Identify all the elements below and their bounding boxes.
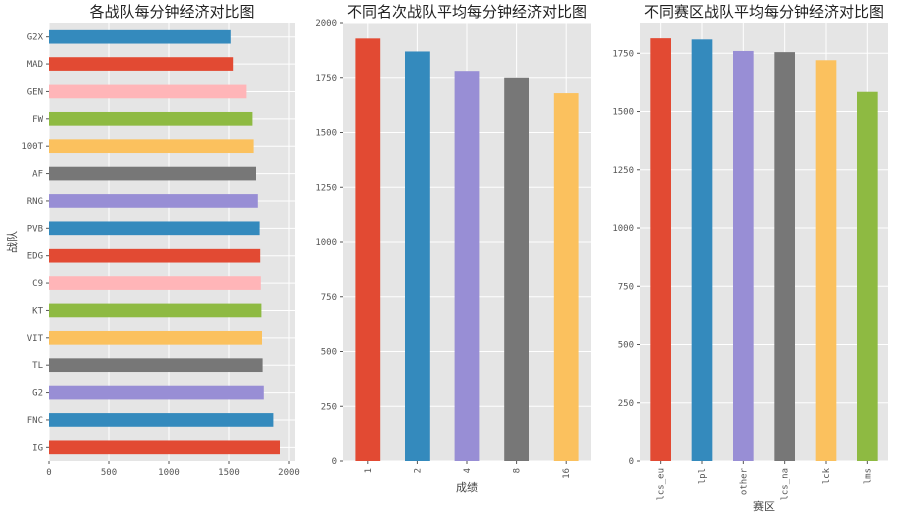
y-tick-label: KT — [32, 306, 43, 316]
chart-title: 各战队每分钟经济对比图 — [89, 3, 254, 21]
x-tick-label: 2000 — [278, 468, 300, 478]
y-tick-label: VIT — [27, 334, 44, 344]
y-tick-label: 1250 — [315, 183, 337, 193]
bar-AF — [49, 166, 256, 181]
bar-IG — [49, 440, 280, 455]
y-tick-label: 1750 — [315, 74, 337, 84]
y-tick-label: TL — [32, 361, 43, 371]
bar-C9 — [49, 276, 261, 290]
bar-2 — [405, 51, 430, 461]
y-tick-label: EDG — [27, 252, 43, 262]
x-tick-label: 4 — [463, 468, 473, 473]
y-tick-label: G2 — [32, 389, 43, 399]
bar-8 — [504, 77, 529, 461]
y-tick-label: 100T — [21, 142, 43, 152]
bar-lms — [857, 91, 878, 461]
x-tick-label: 0 — [46, 468, 51, 478]
y-tick-label: 750 — [321, 293, 337, 303]
bar-EDG — [49, 248, 261, 263]
y-tick-label: MAD — [27, 60, 43, 70]
x-tick-label: 1 — [364, 468, 374, 473]
bar-KT — [49, 303, 262, 318]
bar-lcs_na — [774, 52, 795, 461]
bar-G2X — [49, 29, 231, 44]
x-axis-label: 成绩 — [456, 481, 478, 494]
x-axis-label: 赛区 — [753, 499, 775, 513]
y-tick-label: 1500 — [315, 129, 337, 139]
bar-G2 — [49, 385, 264, 400]
y-tick-label: GEN — [27, 87, 43, 97]
y-tick-label: 1500 — [612, 108, 634, 118]
x-tick-label: 2 — [413, 468, 423, 473]
y-tick-label: 1000 — [315, 238, 337, 248]
chart-title: 不同赛区战队平均每分钟经济对比图 — [644, 3, 884, 21]
x-tick-label: lck — [822, 467, 832, 484]
x-tick-label: lms — [863, 468, 873, 484]
x-tick-label: other — [739, 467, 749, 495]
x-tick-label: 1000 — [158, 468, 180, 478]
y-axis-label: 战队 — [5, 231, 19, 253]
y-tick-label: 0 — [629, 457, 634, 467]
bar-RNG — [49, 194, 258, 208]
y-tick-label: 500 — [321, 348, 337, 358]
y-tick-label: FNC — [27, 416, 43, 426]
y-tick-label: FW — [32, 115, 43, 125]
team-economy-chart: G2X MAD GEN FW 100T AF RNG PVB EDG C9 KT VIT TL G2 FNC… — [5, 3, 300, 478]
y-tick-label: 250 — [618, 399, 634, 409]
bar-other — [733, 50, 754, 461]
y-tick-label: PVB — [27, 224, 43, 234]
bar-lck — [815, 60, 837, 461]
x-tick-label: 16 — [562, 468, 572, 479]
y-tick-label: IG — [32, 443, 43, 453]
x-tick-label: 8 — [513, 468, 523, 473]
bar-16 — [553, 93, 579, 461]
bar-FNC — [49, 413, 274, 427]
x-tick-label: 1500 — [218, 468, 240, 478]
rank-economy-chart: 1 2 4 8 16 0 250 500 750 1000 1250 1500 1750 2000 不同名次… — [315, 3, 591, 494]
y-tick-label: 250 — [321, 402, 337, 412]
plot-background — [640, 23, 888, 461]
bar-lcs_eu — [650, 38, 671, 461]
y-tick-label: RNG — [27, 197, 43, 207]
y-tick-label: G2X — [27, 33, 44, 43]
y-tick-label: 500 — [618, 341, 634, 351]
bar-100T — [49, 139, 254, 154]
x-tick-label: lcs_na — [781, 468, 791, 501]
bar-TL — [49, 358, 263, 373]
bar-FW — [49, 111, 253, 126]
y-tick-label: 1750 — [612, 49, 634, 59]
y-tick-label: 2000 — [315, 19, 337, 29]
chart-title: 不同名次战队平均每分钟经济对比图 — [347, 3, 587, 21]
y-tick-label: 1000 — [612, 224, 634, 234]
bar-GEN — [49, 84, 247, 99]
bar-MAD — [49, 57, 234, 71]
region-economy-chart: lcs_eu lpl other lcs_na lck lms 0 250 500 750 1000… — [612, 3, 888, 513]
y-tick-label: C9 — [32, 279, 43, 289]
bar-4 — [454, 71, 480, 462]
y-tick-label: 1250 — [612, 166, 634, 176]
y-tick-label: 0 — [332, 457, 337, 467]
bar-1 — [355, 38, 381, 461]
x-tick-label: 500 — [101, 468, 117, 478]
y-tick-label: 750 — [618, 282, 634, 292]
x-tick-label: lpl — [698, 468, 708, 484]
bar-PVB — [49, 221, 260, 236]
x-tick-label: lcs_eu — [657, 468, 667, 501]
y-tick-label: AF — [32, 170, 43, 180]
bar-VIT — [49, 330, 262, 345]
bar-lpl — [691, 39, 713, 462]
